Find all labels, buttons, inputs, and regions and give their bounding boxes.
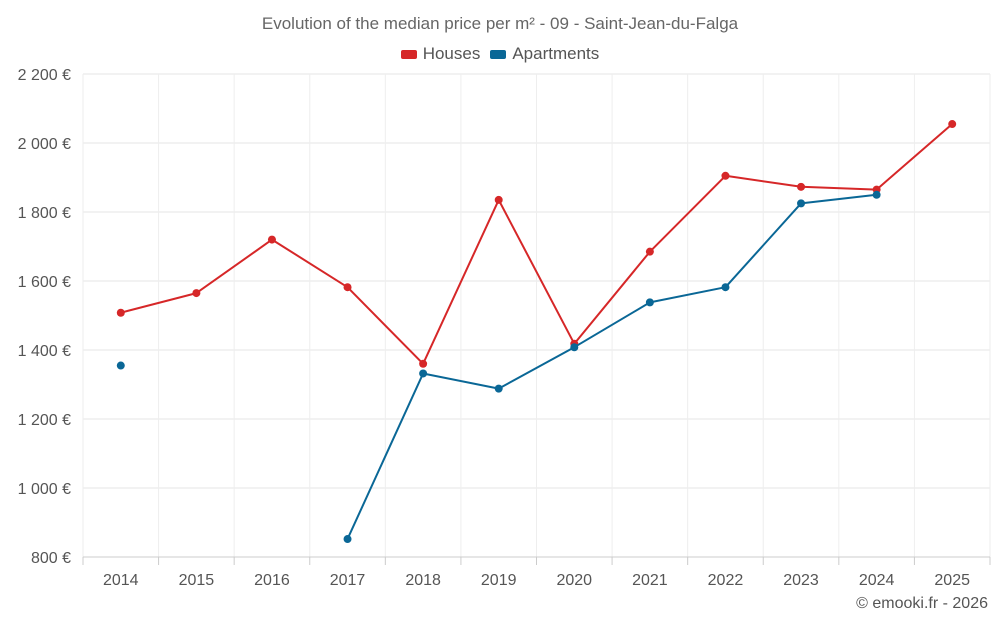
legend: Houses Apartments — [0, 44, 1000, 64]
x-tick-label: 2022 — [708, 572, 744, 589]
data-point-houses[interactable] — [494, 195, 503, 204]
data-point-apartments[interactable] — [419, 369, 428, 378]
y-tick-label: 2 200 € — [18, 67, 71, 84]
x-tick-label: 2024 — [859, 572, 895, 589]
x-tick-label: 2015 — [179, 572, 215, 589]
data-point-apartments[interactable] — [343, 535, 352, 544]
legend-item-houses[interactable]: Houses — [400, 44, 481, 64]
legend-item-apartments[interactable]: Apartments — [490, 44, 599, 64]
data-point-houses[interactable] — [419, 359, 428, 368]
data-point-apartments[interactable] — [797, 199, 806, 208]
x-tick-label: 2017 — [330, 572, 366, 589]
x-tick-label: 2023 — [783, 572, 819, 589]
legend-swatch-houses — [400, 49, 417, 59]
legend-label-houses: Houses — [422, 44, 481, 63]
series-line-houses — [119, 123, 954, 365]
data-point-houses[interactable] — [645, 247, 654, 256]
data-point-houses[interactable] — [948, 120, 957, 129]
y-tick-label: 2 000 € — [18, 136, 71, 153]
data-point-houses[interactable] — [797, 182, 806, 191]
x-tick-label: 2021 — [632, 572, 668, 589]
data-point-apartments[interactable] — [116, 361, 125, 370]
x-tick-label: 2018 — [405, 572, 441, 589]
credits[interactable]: © emooki.fr - 2026 — [856, 595, 988, 612]
data-point-apartments[interactable] — [494, 384, 503, 393]
data-point-houses[interactable] — [116, 308, 125, 317]
x-tick-label: 2014 — [103, 572, 139, 589]
y-tick-label: 1 000 € — [18, 481, 71, 498]
data-point-houses[interactable] — [192, 289, 201, 298]
data-point-houses[interactable] — [267, 235, 276, 244]
x-tick-label: 2019 — [481, 572, 517, 589]
legend-swatch-apartments — [490, 49, 507, 59]
data-point-apartments[interactable] — [872, 190, 881, 199]
x-tick-label: 2016 — [254, 572, 290, 589]
chart-title: Evolution of the median price per m² - 0… — [261, 14, 739, 33]
legend-label-apartments: Apartments — [512, 44, 600, 63]
data-point-apartments[interactable] — [721, 283, 730, 292]
y-tick-label: 1 800 € — [18, 205, 71, 222]
data-point-apartments[interactable] — [645, 298, 654, 307]
y-tick-label: 1 400 € — [18, 343, 71, 360]
y-tick-label: 800 € — [31, 550, 71, 567]
data-point-houses[interactable] — [721, 171, 730, 180]
x-tick-label: 2020 — [556, 572, 592, 589]
y-tick-label: 1 600 € — [18, 274, 71, 291]
series-line-apartments — [346, 193, 878, 541]
data-point-houses[interactable] — [343, 283, 352, 292]
x-tick-label: 2025 — [934, 572, 970, 589]
data-point-apartments[interactable] — [570, 343, 579, 352]
y-tick-label: 1 200 € — [18, 412, 71, 429]
